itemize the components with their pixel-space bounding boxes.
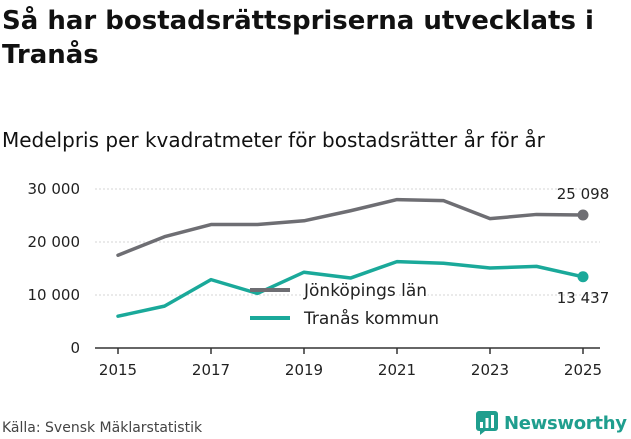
x-tick-label: 2025: [564, 361, 602, 379]
brand-logo: Newsworthy: [476, 410, 627, 436]
page-title: Så har bostadsrättspriserna utvecklats i…: [2, 6, 594, 70]
y-tick-label: 0: [70, 339, 80, 357]
brand-name: Newsworthy: [504, 412, 627, 434]
series-line-tranas-kommun: [116, 259, 585, 318]
end-labels: 25 098 13 437: [557, 185, 610, 307]
source-note: Källa: Svensk Mäklarstatistik: [2, 420, 203, 436]
series-end-marker: [577, 209, 589, 221]
series-end-label: 13 437: [557, 289, 610, 307]
x-tick-label: 2017: [192, 361, 230, 379]
legend-item: Tranås kommun: [250, 306, 441, 331]
x-axis-labels: 2015 2017 2019 2021 2023 2025: [99, 361, 602, 379]
x-tick-label: 2015: [99, 361, 137, 379]
x-tick-label: 2019: [285, 361, 323, 379]
chart-subtitle: Medelpris per kvadratmeter för bostadsrä…: [2, 128, 545, 152]
series-lines: [116, 197, 589, 318]
y-tick-label: 20 000: [28, 233, 81, 251]
x-tick-label: 2023: [471, 361, 509, 379]
legend-label: Jönköpings län: [303, 281, 427, 301]
legend: Jönköpings län Tranås kommun: [250, 279, 441, 331]
x-tick-label: 2021: [378, 361, 416, 379]
legend-label: Tranås kommun: [303, 308, 439, 329]
series-line-jonkopings-lan: [116, 197, 585, 257]
gridlines: [95, 188, 600, 296]
series-end-marker: [577, 271, 589, 283]
series-end-label: 25 098: [557, 185, 610, 203]
y-axis-labels: 0 10 000 20 000 30 000: [28, 180, 81, 357]
newsworthy-logo-icon: [476, 411, 498, 435]
legend-item: Jönköpings län: [250, 279, 429, 303]
y-tick-label: 10 000: [28, 286, 81, 304]
x-axis: [95, 347, 600, 354]
y-tick-label: 30 000: [28, 180, 81, 198]
